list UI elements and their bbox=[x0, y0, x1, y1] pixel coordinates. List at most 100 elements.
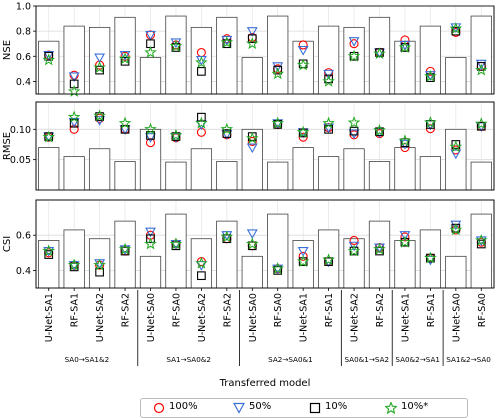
point-star bbox=[144, 122, 157, 135]
point-circle bbox=[298, 251, 308, 261]
point-triangle bbox=[348, 37, 360, 47]
point-star bbox=[118, 116, 132, 129]
bar bbox=[267, 213, 289, 289]
bar bbox=[165, 161, 187, 191]
point-star bbox=[449, 140, 463, 153]
point-square bbox=[146, 234, 155, 244]
point-star bbox=[373, 47, 386, 60]
point-triangle bbox=[399, 231, 411, 241]
point-triangle bbox=[323, 69, 335, 80]
point-star bbox=[474, 63, 488, 76]
point-star bbox=[67, 110, 81, 123]
x-tick-label: U-Net-SA2 bbox=[350, 293, 361, 342]
panel-border bbox=[35, 199, 495, 289]
bar bbox=[470, 161, 492, 191]
legend-label-100: 100% bbox=[169, 401, 198, 412]
point-square bbox=[476, 239, 486, 249]
point-square bbox=[273, 65, 283, 75]
point-star bbox=[245, 131, 259, 144]
y-tick-label: 0.8 bbox=[16, 27, 31, 38]
group-label: SA1→SA0&2 bbox=[166, 355, 211, 364]
group-label: SA0&1→SA2 bbox=[344, 355, 389, 364]
point-star bbox=[67, 258, 81, 271]
point-square bbox=[197, 112, 206, 122]
circle-marker-icon bbox=[153, 402, 165, 414]
point-star bbox=[474, 117, 488, 130]
point-square bbox=[324, 257, 333, 266]
x-tick-label: U-Net-SA1 bbox=[299, 293, 310, 342]
y-tick-label: 0.6 bbox=[16, 52, 31, 63]
point-square bbox=[171, 241, 181, 251]
bar bbox=[241, 128, 263, 191]
group-label: SA0&2→SA1 bbox=[395, 355, 440, 364]
point-star bbox=[271, 262, 285, 274]
point-star bbox=[220, 230, 234, 243]
point-square bbox=[69, 262, 79, 272]
point-square bbox=[222, 234, 232, 244]
bar bbox=[368, 161, 391, 191]
bar bbox=[267, 161, 289, 191]
point-square bbox=[426, 120, 435, 129]
point-star bbox=[322, 253, 335, 266]
bar bbox=[317, 156, 340, 191]
y-tick-label: 0.6 bbox=[16, 231, 31, 242]
bar bbox=[190, 26, 213, 95]
bar bbox=[190, 148, 213, 191]
point-circle bbox=[69, 124, 79, 134]
point-square bbox=[426, 73, 435, 83]
bar bbox=[114, 16, 136, 95]
point-square bbox=[222, 129, 232, 138]
point-square bbox=[95, 267, 104, 277]
point-square bbox=[95, 112, 104, 121]
bar bbox=[445, 255, 467, 289]
point-triangle bbox=[68, 72, 80, 83]
point-square bbox=[247, 34, 257, 44]
point-star bbox=[347, 244, 361, 257]
point-star bbox=[347, 116, 361, 128]
x-tick-label: RF-SA0 bbox=[171, 293, 182, 327]
group-label: SA1&2→SA0 bbox=[446, 355, 491, 364]
point-star bbox=[195, 116, 208, 129]
point-square bbox=[171, 43, 181, 52]
x-tick-label: RF-SA1 bbox=[324, 293, 335, 327]
bar bbox=[139, 57, 162, 95]
point-square bbox=[171, 132, 181, 141]
point-square bbox=[273, 266, 283, 275]
panel-border bbox=[35, 101, 495, 191]
point-star bbox=[271, 116, 285, 129]
bar bbox=[317, 229, 340, 289]
point-square bbox=[44, 51, 54, 61]
point-star bbox=[449, 22, 463, 34]
point-triangle bbox=[246, 229, 258, 240]
square-marker-icon bbox=[309, 402, 321, 414]
x-tick-label: RF-SA1 bbox=[426, 293, 437, 327]
point-square bbox=[120, 246, 130, 256]
point-square bbox=[400, 138, 410, 148]
point-triangle bbox=[348, 241, 360, 252]
y-tick-label: 0.4 bbox=[16, 77, 31, 88]
bar bbox=[38, 147, 60, 191]
point-star bbox=[118, 52, 132, 65]
point-square bbox=[120, 56, 130, 66]
point-triangle bbox=[68, 117, 80, 128]
point-star bbox=[296, 125, 310, 138]
point-star bbox=[169, 128, 183, 141]
point-square bbox=[69, 79, 79, 89]
bar bbox=[165, 213, 187, 289]
x-tick-label: U-Net-SA0 bbox=[146, 293, 157, 342]
point-star bbox=[373, 242, 386, 255]
point-star bbox=[322, 116, 335, 129]
point-triangle bbox=[475, 59, 487, 70]
bar bbox=[190, 238, 213, 289]
panel-frame bbox=[35, 199, 495, 289]
point-star bbox=[296, 254, 310, 267]
point-star bbox=[271, 67, 285, 80]
point-star bbox=[398, 134, 412, 147]
point-circle bbox=[400, 232, 410, 242]
bar bbox=[419, 229, 442, 289]
bar bbox=[216, 161, 238, 191]
x-tick-label: U-Net-SA1 bbox=[44, 293, 55, 342]
panel-border bbox=[35, 5, 495, 95]
point-triangle bbox=[297, 246, 309, 257]
